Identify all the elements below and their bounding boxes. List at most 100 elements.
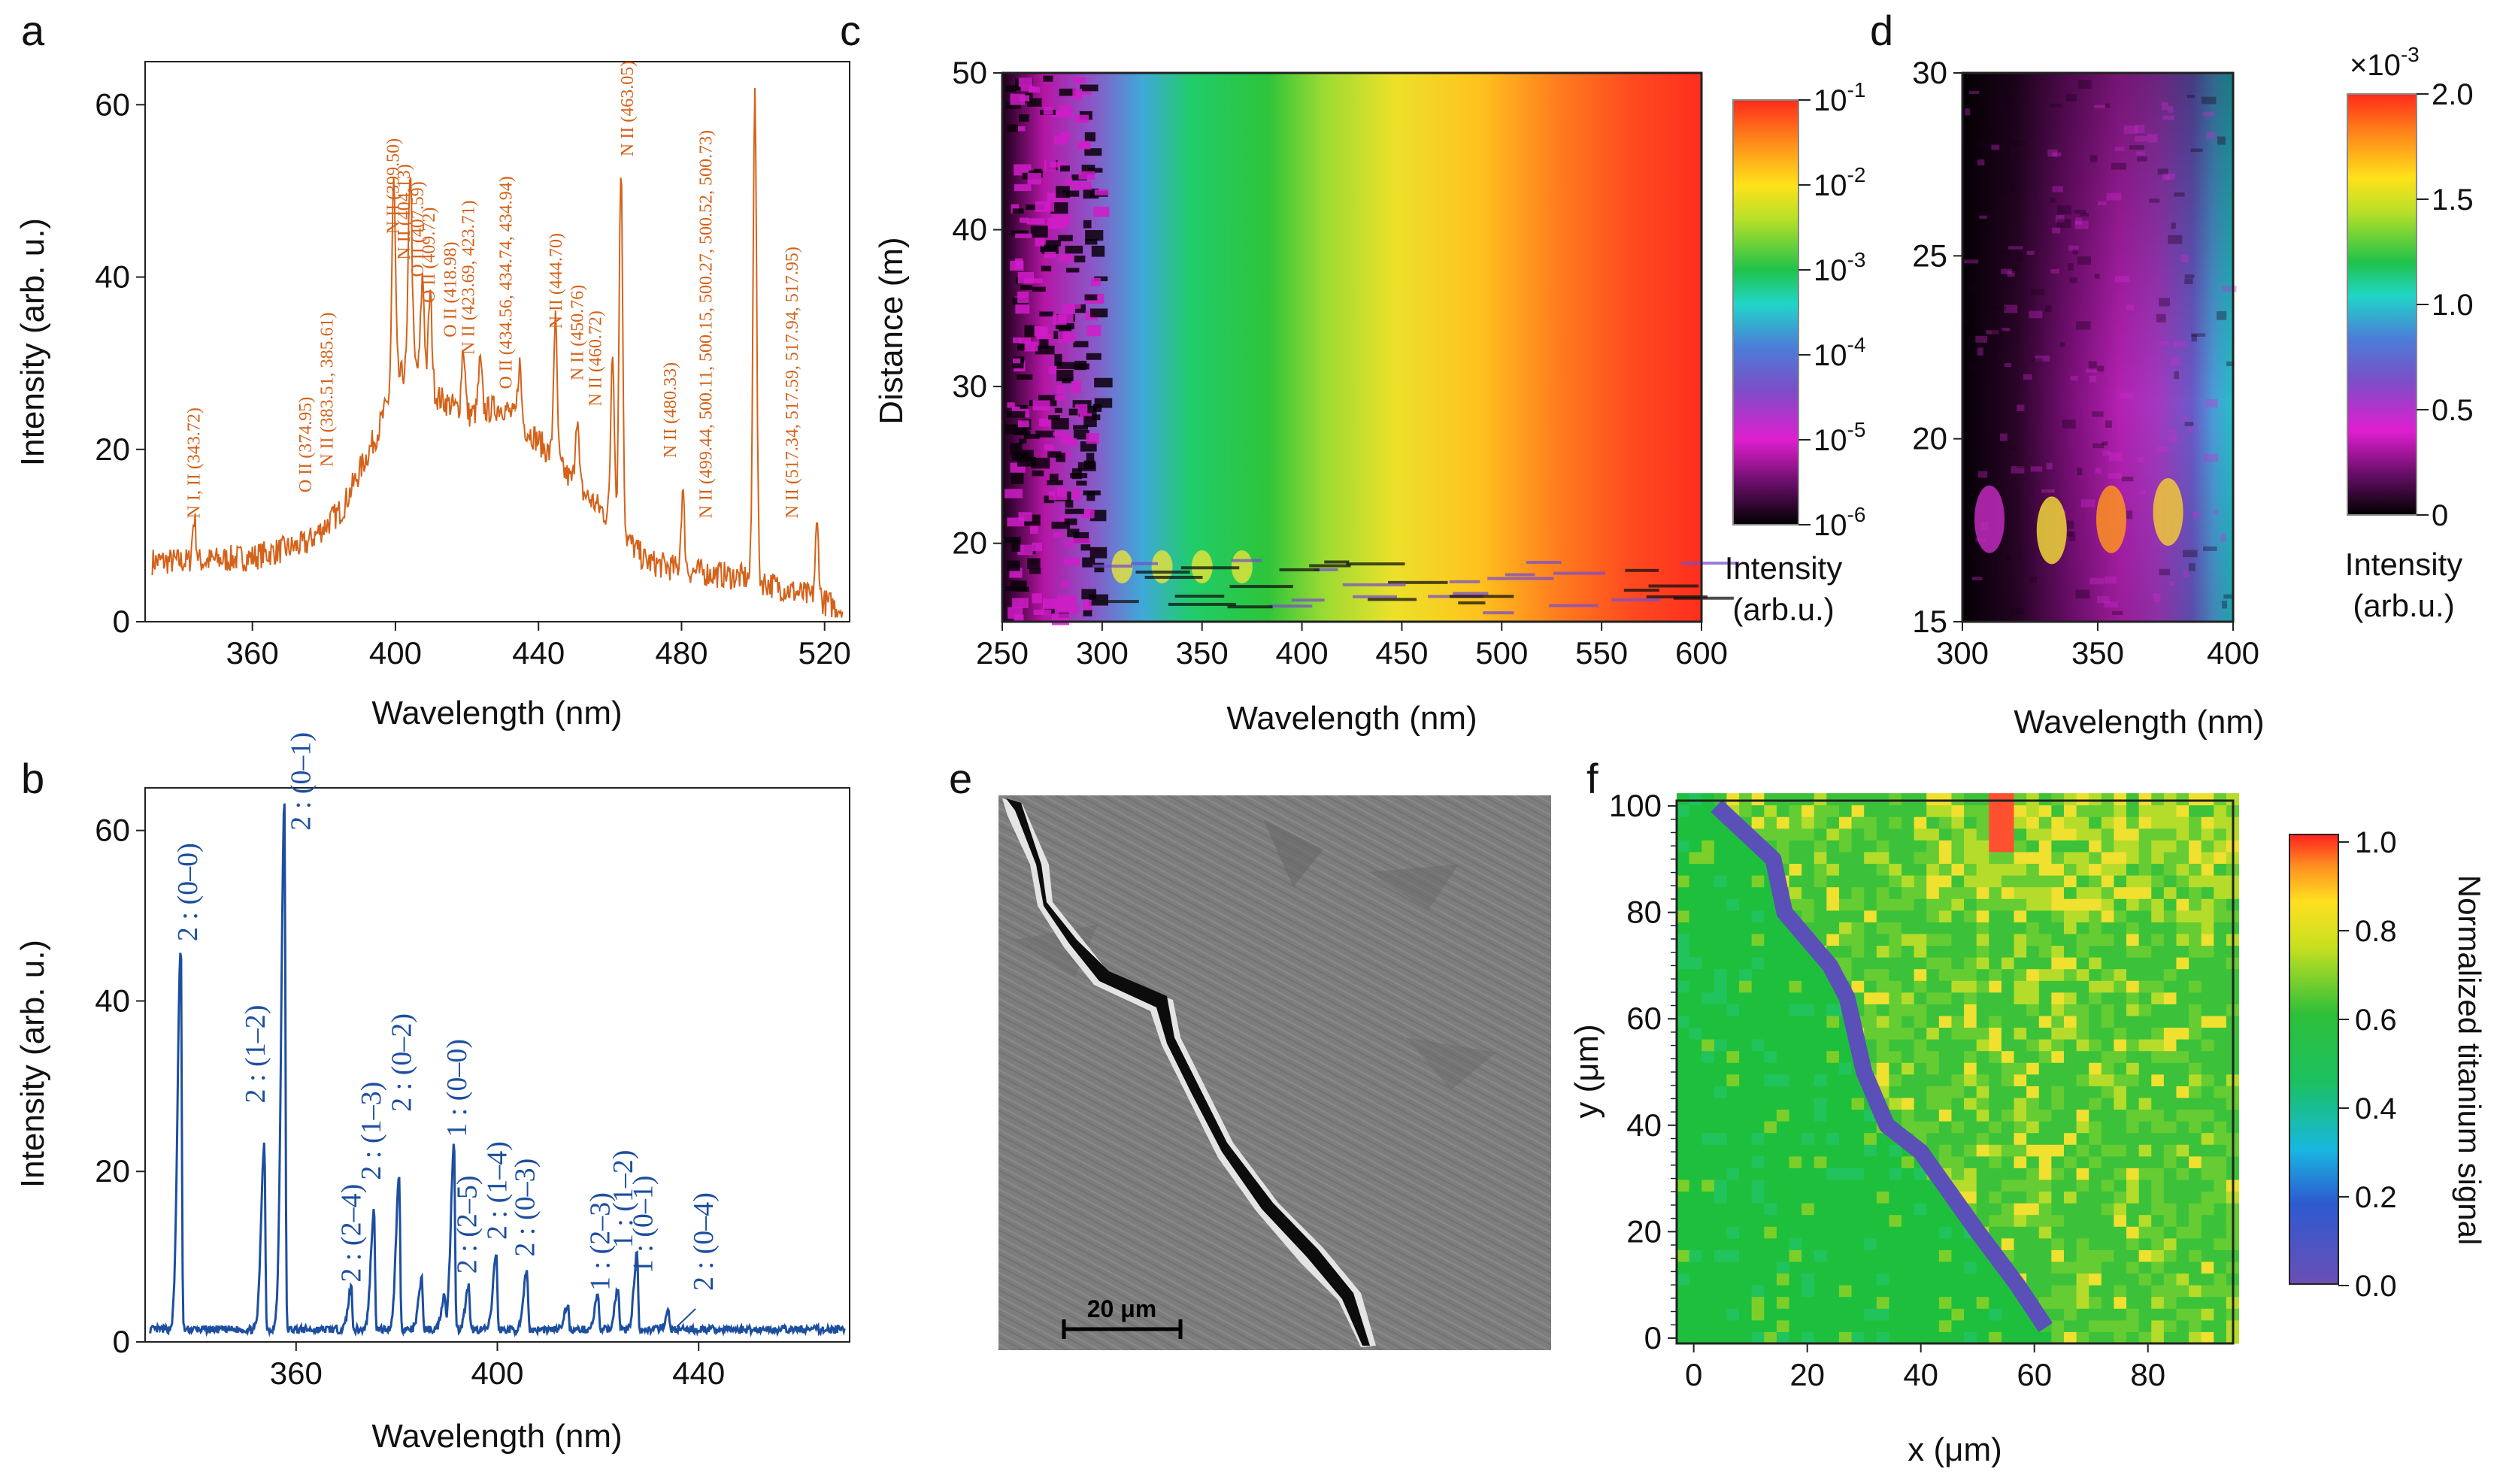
noise-cell bbox=[2088, 361, 2097, 370]
map-cell bbox=[2163, 851, 2177, 865]
map-cell bbox=[1951, 1319, 1965, 1332]
map-cell bbox=[1889, 1319, 1902, 1332]
map-cell bbox=[1689, 945, 1702, 958]
map-cell bbox=[2063, 1191, 2077, 1204]
map-cell bbox=[2163, 1015, 2177, 1028]
map-cell bbox=[2151, 1203, 2165, 1216]
map-cell bbox=[2014, 1062, 2027, 1075]
map-cell bbox=[2214, 992, 2227, 1004]
noise-cell bbox=[1992, 186, 2008, 195]
noise-streak bbox=[1648, 584, 1699, 588]
noise-cell bbox=[1073, 77, 1086, 83]
map-cell bbox=[1764, 1121, 1777, 1134]
noise-streak bbox=[1449, 580, 1480, 583]
noise-cell bbox=[1014, 452, 1029, 459]
peak-annotation: O II (374.95) bbox=[296, 397, 316, 492]
map-cell bbox=[1976, 1168, 1989, 1180]
map-cell bbox=[2076, 1155, 2089, 1168]
map-cell bbox=[2176, 1015, 2189, 1028]
noise-cell bbox=[1967, 283, 1977, 292]
map-cell bbox=[1889, 957, 1902, 970]
map-cell bbox=[1702, 922, 1715, 934]
map-cell bbox=[1702, 1027, 1715, 1040]
map-cell bbox=[1677, 1121, 1690, 1134]
map-cell bbox=[2089, 922, 2102, 934]
map-cell bbox=[1714, 1168, 1727, 1180]
map-cell bbox=[2026, 1109, 2040, 1122]
map-cell bbox=[2201, 1308, 2214, 1321]
map-cell bbox=[1989, 1015, 2002, 1028]
map-cell bbox=[1951, 886, 1965, 899]
map-cell bbox=[1764, 1074, 1777, 1086]
map-cell bbox=[1902, 1050, 1915, 1063]
map-cell bbox=[1814, 1261, 1827, 1274]
map-cell bbox=[1889, 1296, 1902, 1309]
map-cell bbox=[1826, 1109, 1840, 1122]
noise-cell bbox=[2074, 220, 2089, 229]
noise-cell bbox=[1091, 245, 1105, 257]
map-cell bbox=[2101, 1039, 2114, 1052]
map-cell bbox=[2114, 957, 2127, 970]
map-cell bbox=[1951, 1050, 1965, 1063]
map-cell bbox=[1689, 1214, 1702, 1227]
noise-cell bbox=[1059, 132, 1071, 139]
map-cell bbox=[2189, 828, 2202, 840]
x-tick-label: 40 bbox=[1903, 1357, 1938, 1392]
map-cell bbox=[1889, 945, 1902, 958]
map-cell bbox=[1677, 1191, 1690, 1204]
map-cell bbox=[2101, 1004, 2114, 1016]
map-cell bbox=[2089, 1285, 2102, 1298]
map-cell bbox=[1876, 1155, 1889, 1168]
map-cell bbox=[2163, 945, 2177, 958]
map-cell bbox=[2176, 863, 2189, 876]
map-cell bbox=[1914, 957, 1927, 970]
map-cell bbox=[2201, 863, 2214, 876]
map-cell bbox=[2201, 851, 2214, 865]
noise-cell bbox=[2171, 223, 2176, 229]
map-cell bbox=[1876, 1027, 1889, 1040]
map-cell bbox=[1914, 1273, 1927, 1286]
map-cell bbox=[1776, 816, 1790, 829]
map-cell bbox=[2189, 804, 2202, 817]
map-cell bbox=[2089, 1004, 2102, 1016]
map-cell bbox=[1938, 957, 1952, 970]
noise-cell bbox=[1092, 404, 1102, 412]
noise-cell bbox=[1053, 532, 1062, 538]
map-cell bbox=[1739, 968, 1753, 981]
map-cell bbox=[1902, 922, 1915, 934]
map-cell bbox=[2101, 1168, 2114, 1180]
map-cell bbox=[1714, 945, 1727, 958]
map-cell bbox=[2214, 804, 2227, 817]
noise-cell bbox=[1005, 101, 1021, 109]
map-cell bbox=[2014, 1191, 2027, 1204]
map-cell bbox=[2014, 968, 2027, 981]
map-cell bbox=[2114, 1132, 2127, 1145]
map-cell bbox=[1776, 1203, 1790, 1216]
noise-cell bbox=[2075, 217, 2083, 225]
map-cell bbox=[1764, 1050, 1777, 1063]
map-cell bbox=[2026, 1273, 2040, 1286]
map-cell bbox=[2051, 1074, 2065, 1086]
noise-cell bbox=[2106, 192, 2122, 201]
map-cell bbox=[2051, 992, 2065, 1004]
map-cell bbox=[1714, 1132, 1727, 1145]
map-cell bbox=[2176, 1226, 2189, 1239]
map-cell bbox=[1739, 1191, 1753, 1204]
map-cell bbox=[1776, 1132, 1790, 1145]
noise-cell bbox=[2214, 510, 2219, 515]
map-cell bbox=[2076, 968, 2089, 981]
map-cell bbox=[2051, 793, 2065, 806]
map-cell bbox=[1677, 1144, 1690, 1157]
noise-cell bbox=[1080, 544, 1091, 551]
noise-cell bbox=[1078, 171, 1095, 180]
map-cell bbox=[1826, 816, 1840, 829]
noise-cell bbox=[1083, 609, 1092, 616]
map-cell bbox=[1902, 1039, 1915, 1052]
noise-cell bbox=[2010, 607, 2024, 615]
map-cell bbox=[1938, 1203, 1952, 1216]
map-cell bbox=[1951, 1004, 1965, 1016]
noise-cell bbox=[1050, 202, 1068, 214]
map-cell bbox=[1814, 1191, 1827, 1204]
map-cell bbox=[2214, 957, 2227, 970]
map-cell bbox=[1726, 1074, 1740, 1086]
